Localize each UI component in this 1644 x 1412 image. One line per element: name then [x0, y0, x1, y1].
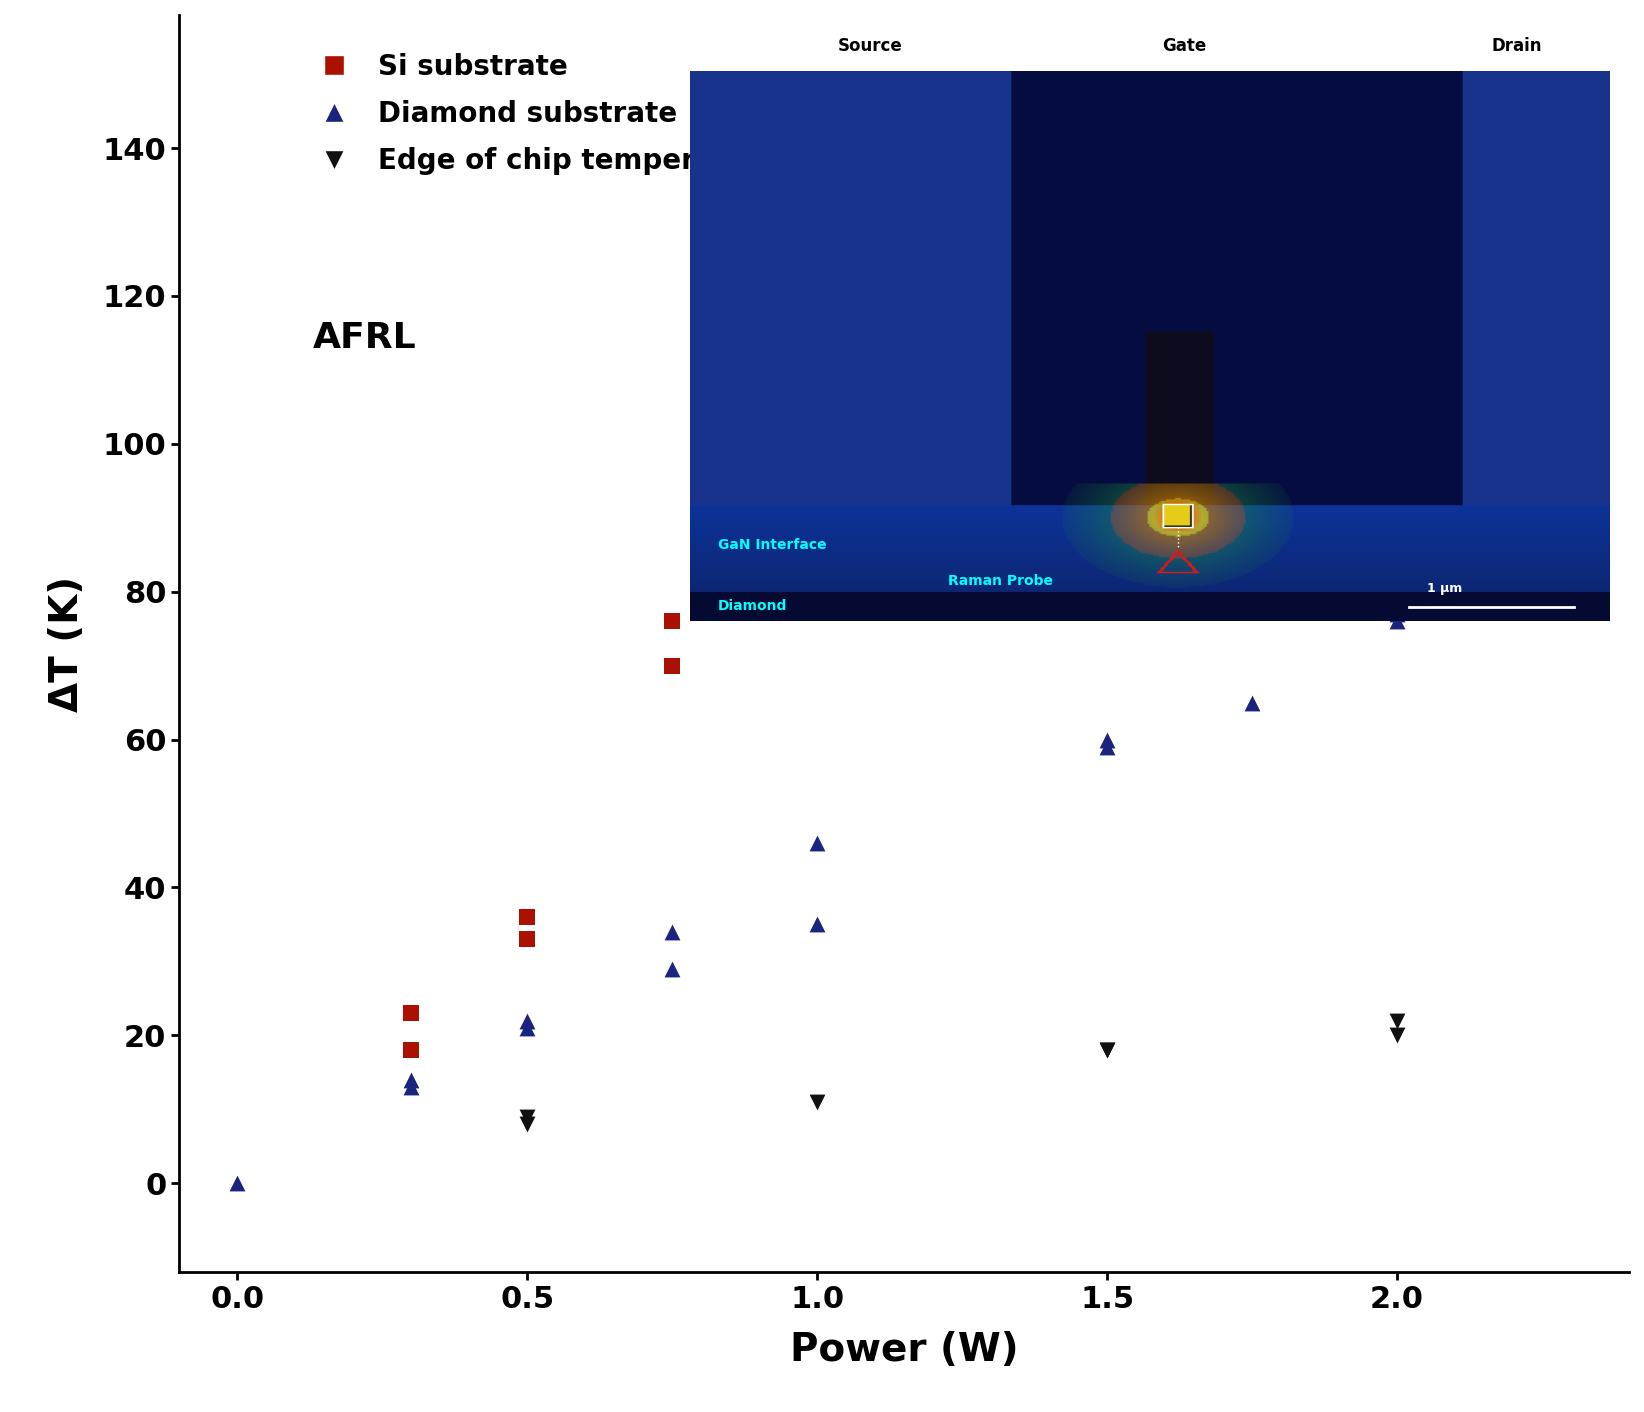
Text: Gate: Gate — [1162, 37, 1207, 55]
Point — [515, 1010, 541, 1032]
Y-axis label: ΔT (K): ΔT (K) — [48, 575, 85, 712]
Point — [515, 905, 541, 928]
Text: Raman Probe: Raman Probe — [949, 575, 1054, 589]
Point — [804, 1090, 830, 1113]
Point — [804, 914, 830, 936]
Point — [659, 957, 686, 980]
Point — [398, 1003, 424, 1025]
Text: 1 μm: 1 μm — [1427, 582, 1462, 596]
Point — [515, 1106, 541, 1128]
Point — [398, 1076, 424, 1099]
Point — [224, 1172, 250, 1195]
Point — [515, 1017, 541, 1039]
Point — [949, 240, 975, 263]
Point — [949, 256, 975, 278]
Text: Source: Source — [838, 37, 903, 55]
Legend: Si substrate, Diamond substrate, Edge of chip temperature on diamond: Si substrate, Diamond substrate, Edge of… — [294, 41, 985, 186]
Point — [1240, 692, 1266, 714]
Point — [398, 1039, 424, 1062]
Point — [659, 654, 686, 676]
Point — [659, 610, 686, 633]
Point — [804, 425, 830, 448]
X-axis label: Power (W): Power (W) — [789, 1330, 1019, 1368]
Text: AFRL: AFRL — [312, 321, 416, 354]
Point — [1384, 1010, 1411, 1032]
Point — [1384, 603, 1411, 626]
Text: 8.0 K/(W/mm): 8.0 K/(W/mm) — [1292, 585, 1508, 613]
Point — [1093, 1039, 1120, 1062]
Point — [398, 1069, 424, 1091]
Point — [515, 928, 541, 950]
Point — [1221, 587, 1248, 610]
Point — [659, 921, 686, 943]
Point — [804, 448, 830, 470]
Point — [1093, 736, 1120, 758]
Text: Drain: Drain — [1491, 37, 1542, 55]
Point — [1384, 1024, 1411, 1046]
Text: Diamond: Diamond — [718, 599, 787, 613]
Point — [1093, 729, 1120, 751]
Point — [515, 1113, 541, 1135]
Point — [804, 832, 830, 854]
Text: GaN Interface: GaN Interface — [718, 538, 827, 552]
Point — [1093, 1039, 1120, 1062]
Point — [1384, 610, 1411, 633]
